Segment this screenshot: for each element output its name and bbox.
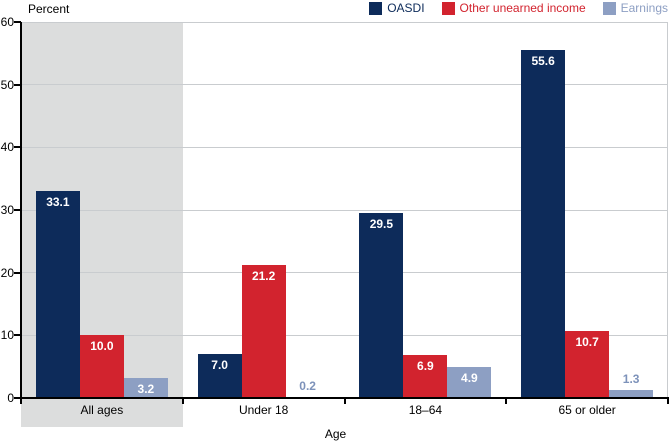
bar-value-label: 4.9 [461,371,478,386]
y-tick-label: 0 [7,391,14,405]
y-tick-label: 20 [0,265,14,280]
x-axis-title: Age [324,427,347,441]
x-category-label: All ages [80,403,124,417]
gridline [21,146,668,148]
bar-oasdi [197,354,242,398]
bar-value-label: 33.1 [46,194,70,209]
legend-item-other-unearned-income: Other unearned income [441,1,586,15]
bar-oasdi [35,190,80,398]
bar-earnings [447,367,492,398]
bar-other-unearned-income [241,265,286,398]
gridline [21,84,668,86]
y-tick-label: 40 [0,140,14,155]
x-category-label: Under 18 [238,403,289,417]
x-tick [20,398,22,404]
x-tick [505,398,508,404]
bar-value-label: 7.0 [211,358,228,373]
bar-oasdi [359,213,404,398]
legend-swatch-earnings [602,1,616,15]
bar-value-label: 0.2 [299,378,316,393]
x-tick [667,398,669,404]
y-tick [14,146,21,149]
gridline [21,272,668,274]
bar-value-label: 6.9 [417,358,434,373]
legend-label: Earnings [620,1,668,15]
gridline [21,334,668,336]
legend-item-earnings: Earnings [602,1,668,15]
bar-oasdi [521,49,566,398]
x-tick [181,398,184,404]
bar-value-label: 21.2 [251,269,276,284]
bar-earnings [609,389,654,398]
bar-value-label: 1.3 [622,371,640,386]
x-category-label: 18–64 [408,403,443,417]
y-axis-line [20,22,22,399]
y-tick [14,21,21,23]
legend: OASDI Other unearned income Earnings [369,1,668,15]
y-tick [14,397,21,399]
bar-value-label: 29.5 [369,217,394,232]
legend-label: Other unearned income [459,1,586,15]
legend-swatch-oasdi [369,1,383,15]
legend-swatch-other-unearned-income [441,1,455,15]
bar-other-unearned-income [79,335,124,398]
y-tick-label: 10 [0,328,14,343]
plot-right-border [667,22,668,398]
bar-earnings [123,377,168,398]
x-tick [343,398,346,404]
y-tick [14,334,21,337]
bar-other-unearned-income [403,354,448,398]
y-tick-label: 30 [0,203,14,217]
y-tick-label: 60 [0,15,14,29]
x-category-label: 65 or older [558,403,616,417]
bar-value-label: 55.6 [531,53,555,68]
bar-value-label: 3.2 [137,381,155,396]
legend-item-oasdi: OASDI [369,1,425,15]
bar-value-label: 10.0 [90,339,114,354]
y-tick [14,271,21,274]
gridline [21,21,668,23]
y-axis-unit-label: Percent [28,2,70,16]
y-tick [14,209,21,211]
bar-value-label: 10.7 [575,334,599,349]
legend-label: OASDI [387,1,425,15]
bar-other-unearned-income [565,330,610,398]
y-tick-label: 50 [0,77,14,92]
gridline [21,209,668,211]
y-tick [14,83,21,86]
